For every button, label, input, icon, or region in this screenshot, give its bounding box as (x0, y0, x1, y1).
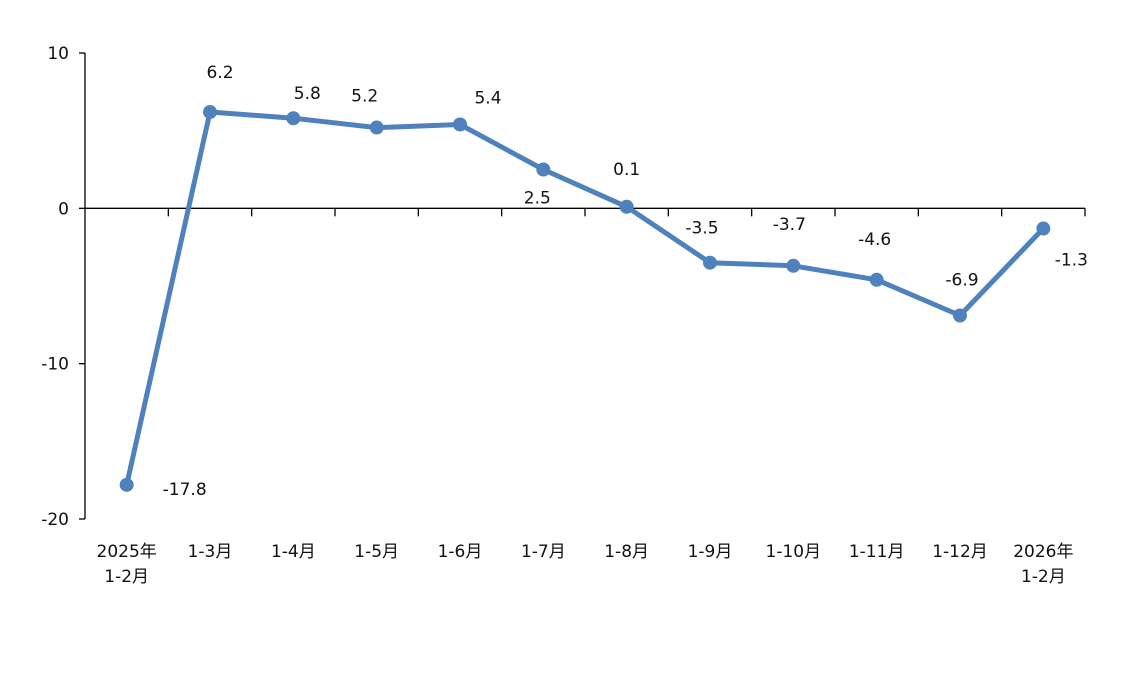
data-point (786, 258, 801, 273)
x-tick-label-line: 1-5月 (354, 542, 399, 562)
data-point (286, 111, 301, 126)
data-label: 0.1 (613, 160, 640, 180)
series-layer (119, 105, 1051, 492)
x-tick-label: 1-5月 (354, 542, 399, 562)
x-tick-label: 1-11月 (849, 542, 905, 562)
data-point (619, 199, 634, 214)
data-label: -3.7 (773, 215, 806, 235)
x-tick-label-line: 1-12月 (932, 542, 988, 562)
data-label: -1.3 (1055, 251, 1088, 271)
x-tick-label-line: 1-11月 (849, 542, 905, 562)
data-point (703, 255, 717, 270)
data-point (869, 272, 884, 287)
data-point (536, 162, 551, 177)
y-tick-label: -20 (41, 510, 69, 530)
x-tick-label: 1-6月 (438, 542, 483, 562)
x-tick-label: 1-3月 (188, 542, 233, 562)
x-tick-label-line: 2025年 (97, 542, 157, 562)
x-tick-label-line: 1-3月 (188, 542, 233, 562)
data-label: -4.6 (858, 230, 891, 250)
data-point (203, 105, 217, 120)
data-label: 5.4 (474, 88, 501, 108)
x-tick-label: 1-8月 (604, 542, 649, 562)
data-label: 6.2 (206, 63, 233, 83)
x-tick-label-line: 2026年 (1013, 542, 1073, 562)
x-tick-label-line: 1-7月 (521, 542, 566, 562)
x-tick-label: 1-7月 (521, 542, 566, 562)
data-point (453, 117, 467, 132)
x-tick-label: 1-12月 (932, 542, 988, 562)
data-label: -6.9 (945, 271, 978, 291)
data-point (119, 477, 134, 492)
data-point (953, 308, 967, 323)
x-tick-label-line: 1-2月 (1021, 567, 1066, 587)
x-tick-label-line: 1-8月 (604, 542, 649, 562)
data-point (369, 120, 384, 135)
x-tick-label-line: 1-6月 (438, 542, 483, 562)
series-line (124, 109, 1046, 488)
x-tick-label: 1-10月 (766, 542, 822, 562)
y-tick-label: 10 (47, 44, 69, 64)
x-tick-label-line: 1-4月 (271, 542, 316, 562)
x-tick-label: 2025年 1-2月 (97, 542, 157, 587)
y-tick-label: -10 (41, 355, 69, 375)
data-label: -3.5 (685, 219, 718, 239)
x-tick-label-line: 1-2月 (104, 567, 149, 587)
data-point (1036, 221, 1051, 236)
x-tick-label-line: 1-10月 (766, 542, 822, 562)
data-label: 5.2 (351, 87, 378, 107)
labels-layer: -17.8 6.2 5.8 5.2 5.4 2.5 0.1 -3.5 -3.7 -4.6 -6.9 -… (163, 63, 1088, 500)
x-tick-label: 1-4月 (271, 542, 316, 562)
x-tick-label: 2026年 1-2月 (1013, 542, 1073, 587)
x-tick-label: 1-9月 (688, 542, 733, 562)
data-label: 5.8 (294, 84, 321, 104)
data-label: 2.5 (524, 189, 551, 209)
y-tick-label: 0 (58, 199, 69, 219)
x-tick-label-line: 1-9月 (688, 542, 733, 562)
axes-layer: 10 0 -10 -20 2025年 1-2月 1-3月 1-4月 1-5月 1-6月 1-7月 1-… (41, 44, 1086, 587)
data-label: -17.8 (163, 480, 207, 500)
